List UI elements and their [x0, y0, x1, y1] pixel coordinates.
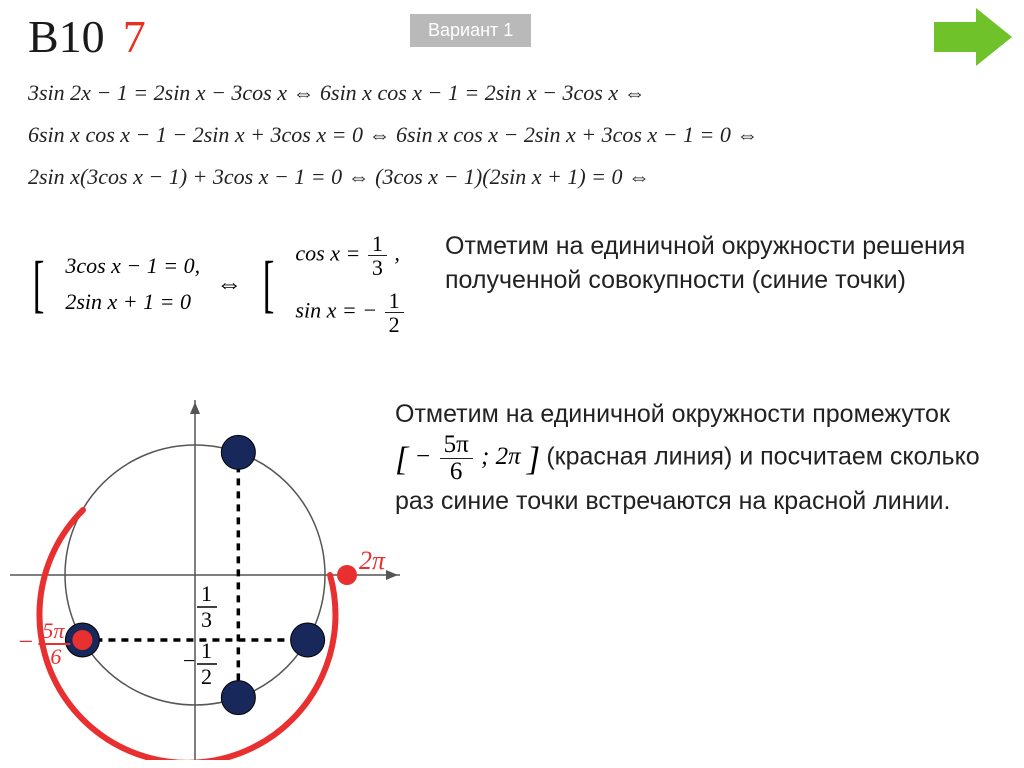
sys-r1-pre: cos x =: [295, 241, 365, 266]
explanation-2: Отметим на единичной окружности промежут…: [395, 398, 1004, 519]
svg-text:−: −: [18, 627, 33, 656]
frac-den: 6: [446, 459, 467, 485]
exp2-a: Отметим на единичной окружности промежут…: [395, 400, 950, 428]
problem-label: В10: [28, 10, 105, 63]
math-line-3: 2sin x(3cos x − 1) + 3cos x − 1 = 0 ⇔ (3…: [28, 156, 1004, 198]
interval-expression: [ − 5π6 ; 2π ]: [395, 443, 546, 470]
derivation-block: 3sin 2x − 1 = 2sin x − 3cos x ⇔ 6sin x c…: [28, 72, 1004, 197]
left-bracket-icon: [: [263, 255, 275, 313]
svg-text:5π: 5π: [42, 618, 65, 643]
frac-num: 1: [385, 289, 404, 313]
equation-system: [ 3cos x − 1 = 0, 2sin x + 1 = 0 ⇔ [ cos…: [28, 232, 406, 336]
sys-right-1: cos x = 13 ,: [295, 232, 405, 279]
header: В10 7: [28, 10, 146, 63]
frac-num: 5π: [440, 432, 473, 459]
answer-number: 7: [123, 10, 146, 63]
unit-circle-diagram: 2π−5π613−12: [10, 400, 400, 760]
variant-badge: Вариант 1: [410, 14, 531, 47]
math-line-1: 3sin 2x − 1 = 2sin x − 3cos x ⇔ 6sin x c…: [28, 72, 1004, 114]
frac-den: 2: [385, 313, 404, 336]
interval-right: 2π: [496, 443, 521, 470]
frac-den: 3: [368, 256, 387, 279]
explanation-1: Отметим на единичной окружности решения …: [445, 230, 1004, 298]
svg-text:2π: 2π: [359, 546, 386, 575]
sys-left-1: 3cos x − 1 = 0,: [65, 253, 200, 279]
arrow-right-icon: [934, 8, 1012, 66]
sys-r2-pre: sin x = −: [295, 298, 377, 323]
frac-num: 1: [368, 232, 387, 256]
sys-right-2: sin x = − 12: [295, 289, 405, 336]
left-bracket-icon: [: [33, 255, 45, 313]
svg-text:1: 1: [201, 581, 212, 606]
math-line-2: 6sin x cos x − 1 − 2sin x + 3cos x = 0 ⇔…: [28, 114, 1004, 156]
interval-sign: −: [414, 443, 431, 470]
sys-left-2: 2sin x + 1 = 0: [65, 289, 200, 315]
svg-text:3: 3: [201, 607, 212, 632]
svg-text:2: 2: [201, 664, 212, 689]
iff-symbol: ⇔: [216, 269, 242, 299]
svg-text:6: 6: [50, 644, 61, 669]
svg-text:−: −: [183, 648, 195, 673]
sys-r1-post: ,: [394, 241, 400, 266]
svg-text:1: 1: [201, 638, 212, 663]
